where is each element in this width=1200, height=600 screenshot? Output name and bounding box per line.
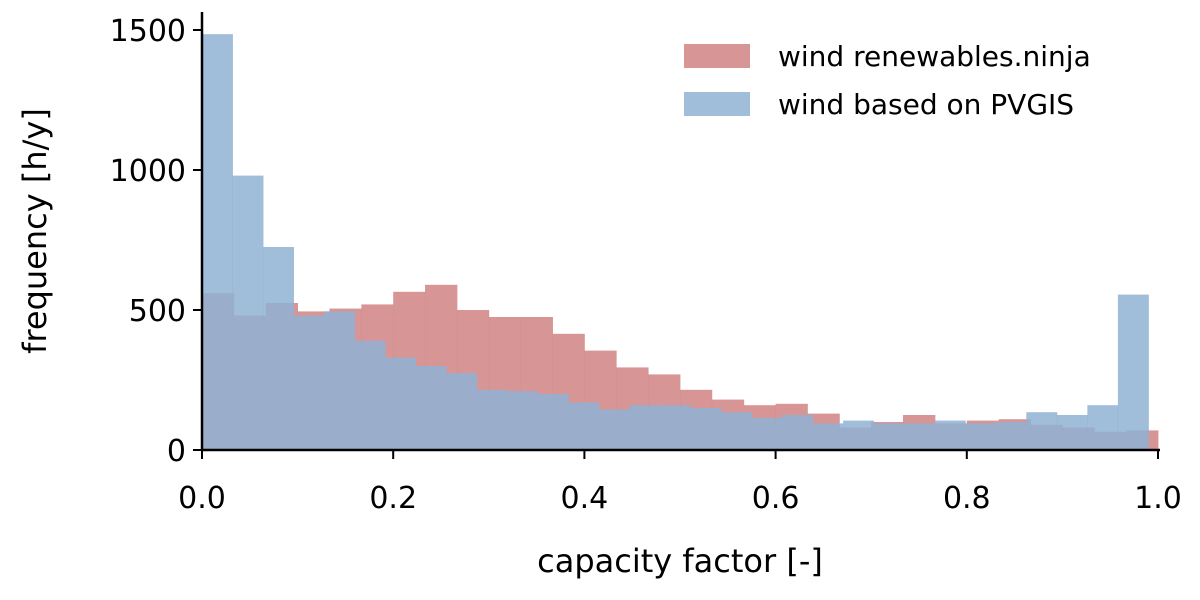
- bar-pvgis-8: [446, 373, 478, 450]
- bar-pvgis-22: [873, 423, 905, 450]
- bar-pvgis-6: [385, 357, 417, 450]
- y-axis-label: frequency [h/y]: [16, 108, 54, 354]
- x-ticks: 0.0 0.2 0.4 0.6 0.8 1.0: [178, 450, 1182, 516]
- bar-pvgis-14: [629, 405, 661, 450]
- y-ticks: 0 500 1000 1500: [110, 14, 202, 469]
- bars-wind-pvgis: [202, 34, 1149, 450]
- bar-pvgis-21: [843, 420, 875, 450]
- bar-pvgis-26: [995, 422, 1027, 450]
- bar-pvgis-30: [1117, 294, 1149, 450]
- x-tick-label: 1.0: [1134, 481, 1182, 516]
- legend-label-ninja: wind renewables.ninja: [778, 40, 1091, 73]
- legend-swatch-pvgis: [684, 92, 750, 116]
- bar-pvgis-15: [659, 405, 691, 450]
- bar-pvgis-3: [293, 315, 325, 450]
- bar-pvgis-24: [934, 420, 966, 450]
- y-tick-label: 1000: [110, 154, 186, 189]
- bar-pvgis-12: [568, 402, 600, 450]
- y-tick-label: 0: [167, 434, 186, 469]
- legend-label-pvgis: wind based on PVGIS: [778, 88, 1074, 121]
- bar-pvgis-29: [1087, 405, 1119, 450]
- legend-swatch-ninja: [684, 44, 750, 68]
- axes: [200, 12, 1160, 452]
- bar-pvgis-4: [324, 311, 356, 450]
- bar-pvgis-9: [476, 389, 508, 450]
- x-tick-label: 0.0: [178, 481, 226, 516]
- x-tick-label: 0.2: [369, 481, 417, 516]
- x-tick-label: 0.8: [943, 481, 991, 516]
- x-tick-label: 0.6: [752, 481, 800, 516]
- bar-pvgis-13: [598, 409, 630, 450]
- bar-pvgis-5: [354, 340, 386, 450]
- bar-pvgis-27: [1026, 412, 1058, 450]
- bar-pvgis-23: [904, 423, 936, 450]
- bar-pvgis-17: [721, 412, 752, 450]
- bar-pvgis-0: [202, 34, 233, 450]
- bar-pvgis-28: [1056, 415, 1088, 450]
- y-tick-label: 1500: [110, 14, 186, 49]
- x-axis-label: capacity factor [-]: [537, 542, 823, 580]
- bar-pvgis-1: [232, 175, 264, 450]
- bar-pvgis-10: [507, 391, 539, 450]
- bar-pvgis-19: [782, 415, 814, 450]
- bar-pvgis-16: [690, 408, 722, 450]
- bar-pvgis-7: [415, 366, 447, 450]
- x-tick-label: 0.4: [561, 481, 609, 516]
- bar-pvgis-20: [812, 423, 844, 450]
- bar-pvgis-25: [965, 423, 997, 450]
- y-tick-label: 500: [129, 294, 186, 329]
- bar-pvgis-11: [537, 394, 569, 450]
- bar-pvgis-18: [751, 417, 783, 450]
- legend: wind renewables.ninja wind based on PVGI…: [684, 40, 1091, 121]
- bar-pvgis-2: [263, 247, 294, 450]
